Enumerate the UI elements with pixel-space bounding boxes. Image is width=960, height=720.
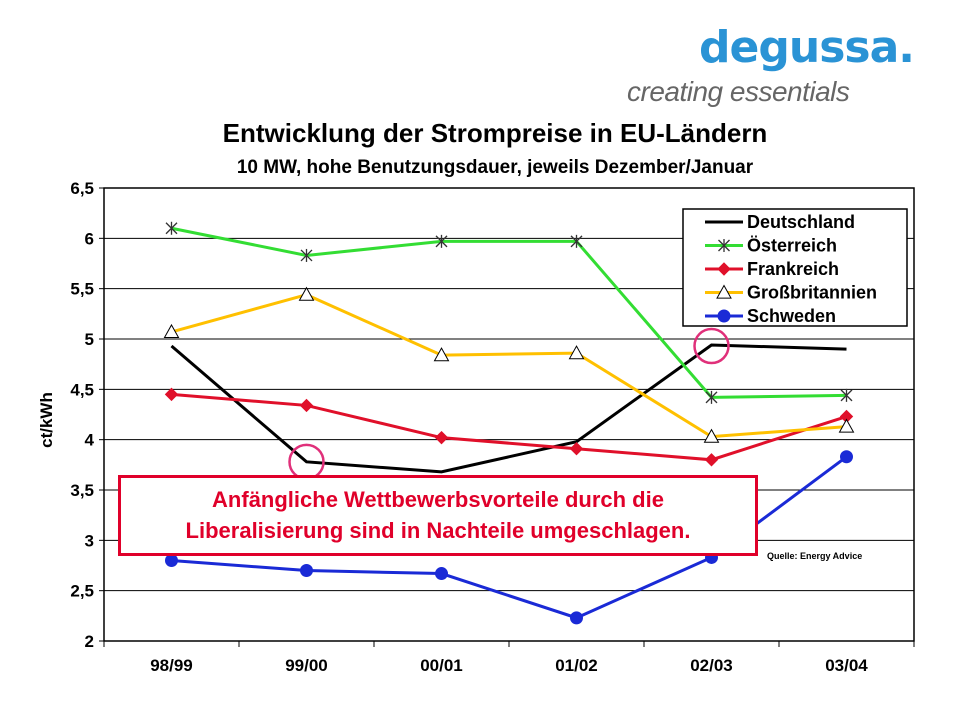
chart-subtitle: 10 MW, hohe Benutzungsdauer, jeweils Dez… <box>236 157 754 178</box>
y-tick-label: 3 <box>85 531 94 550</box>
series-marker <box>165 553 178 567</box>
series-marker <box>300 564 313 578</box>
source-note: Quelle: Energy Advice <box>767 551 863 561</box>
y-tick-label: 6,5 <box>70 179 94 198</box>
legend-label: Österreich <box>747 236 837 256</box>
series-marker <box>716 284 732 299</box>
series-marker <box>165 221 178 235</box>
series-marker <box>717 309 731 323</box>
y-tick-label: 2,5 <box>70 582 94 601</box>
degussa-logo: degussa. <box>699 22 915 73</box>
series-marker <box>569 442 584 456</box>
chart-title: Entwicklung der Strompreise in EU-Länder… <box>222 118 768 148</box>
legend-label: Frankreich <box>747 259 839 279</box>
y-tick-label: 5 <box>85 330 94 349</box>
series-marker <box>163 323 180 339</box>
legend: Deutschland Österreich Frankreich Großbrita… <box>682 208 908 327</box>
series-marker <box>570 234 583 248</box>
series-marker <box>434 430 449 445</box>
series-marker <box>435 234 448 248</box>
series-marker <box>703 428 720 443</box>
series-marker <box>568 345 585 360</box>
series-marker <box>298 286 315 301</box>
series-line <box>171 392 847 462</box>
series-marker <box>840 450 853 464</box>
y-tick-label: 2 <box>85 632 94 651</box>
x-axis-ticks: 98/99 99/00 00/01 01/02 02/03 03/04 <box>103 641 915 675</box>
legend-label: Schweden <box>747 306 836 326</box>
x-tick-label: 01/02 <box>555 656 598 675</box>
y-tick-label: 4 <box>85 431 95 450</box>
series-marker <box>435 567 448 581</box>
x-tick-label: 99/00 <box>285 656 328 675</box>
series-marker <box>840 388 853 402</box>
legend-label: Großbritannien <box>747 283 877 303</box>
legend-label: Deutschland <box>747 212 855 232</box>
series-marker <box>704 453 719 467</box>
x-tick-label: 98/99 <box>150 656 193 675</box>
series-marker <box>705 390 718 404</box>
highlight-circle <box>693 327 730 365</box>
series-marker <box>299 398 314 413</box>
series-marker <box>433 347 450 362</box>
y-tick-label: 4,5 <box>70 380 94 399</box>
y-axis-label: ct/kWh <box>37 392 56 448</box>
series-line <box>171 293 847 439</box>
x-tick-label: 03/04 <box>825 656 868 675</box>
series-marker <box>838 418 855 433</box>
callout-line-1: Anfängliche Wettbewerbsvorteile durch di… <box>212 487 664 512</box>
x-tick-label: 02/03 <box>690 656 733 675</box>
series-line <box>170 343 847 474</box>
series-line <box>171 226 847 399</box>
y-tick-label: 3,5 <box>70 481 94 500</box>
series-marker <box>164 387 179 402</box>
series-marker <box>718 239 730 252</box>
callout-box: Anfängliche Wettbewerbsvorteile durch di… <box>118 475 758 556</box>
callout-line-2: Liberalisierung sind in Nachteile umgesc… <box>185 518 691 543</box>
series-marker <box>570 611 583 625</box>
series-group <box>163 221 855 625</box>
y-tick-label: 5,5 <box>70 280 94 299</box>
y-tick-label: 6 <box>85 229 94 248</box>
y-axis-ticks: 2 2,5 3 3,5 4 4,5 5 5,5 6 6,5 <box>70 179 104 651</box>
logo-tagline: creating essentials <box>627 76 850 107</box>
x-tick-label: 00/01 <box>420 656 463 675</box>
series-marker <box>300 248 313 262</box>
series-marker <box>717 262 731 276</box>
